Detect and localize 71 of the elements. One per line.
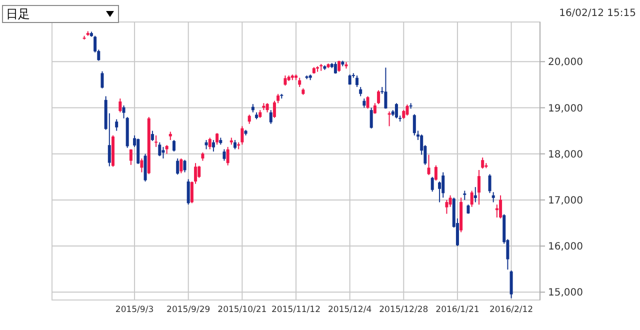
x-tick-label: 2016/2/12 [489, 305, 534, 315]
candlestick [162, 146, 165, 159]
candlestick [377, 90, 380, 105]
y-tick-label: 18,000 [548, 149, 583, 160]
candlestick [222, 148, 226, 162]
candlestick [180, 158, 183, 174]
candlestick [412, 114, 416, 136]
candlestick [445, 199, 448, 214]
candlestick [226, 146, 230, 166]
candlestick [129, 148, 132, 166]
candlestick [510, 270, 513, 299]
x-tick-label: 2016/1/21 [436, 305, 480, 315]
candlestick [434, 164, 438, 182]
candlestick [474, 186, 477, 203]
candlestick [356, 74, 358, 88]
candlestick [186, 178, 190, 206]
text: 16/02/12 15:15 [559, 8, 636, 19]
x-tick-label: 2015/9/29 [166, 305, 210, 315]
candlestick [158, 142, 162, 157]
candlestick [499, 194, 502, 219]
candlestick [118, 98, 122, 113]
candlestick [478, 169, 480, 206]
candlestick [234, 140, 236, 150]
candlestick [240, 126, 244, 146]
y-tick-label: 17,000 [548, 195, 583, 206]
y-tick-label: 19,000 [548, 103, 583, 114]
candlestick [362, 98, 366, 108]
x-tick-label: 2015/10/21 [218, 305, 267, 315]
x-tick-label: 2015/11/12 [272, 305, 320, 315]
candlestick [183, 159, 186, 173]
candlestick [269, 110, 272, 124]
candlestick [100, 70, 104, 89]
candlestick [248, 114, 251, 124]
candlestick [216, 132, 219, 146]
candlestick [338, 60, 341, 72]
candlestick [176, 158, 180, 176]
candlestick [488, 174, 492, 194]
candlestick [172, 140, 176, 152]
y-tick-label: 15,000 [548, 288, 583, 299]
y-tick-label: 20,000 [548, 57, 583, 68]
candlestick [394, 102, 398, 119]
candlestick [266, 102, 269, 113]
candlestick [481, 157, 484, 170]
x-tick-label: 2015/12/28 [379, 305, 428, 315]
candlestick [150, 130, 154, 142]
candlestick [366, 96, 370, 110]
candlestick [208, 137, 212, 150]
candlestick [384, 67, 388, 110]
candlestick [370, 107, 373, 129]
x-tick-label: 2015/12/4 [328, 305, 372, 315]
candlestick [298, 77, 302, 88]
candlestick [463, 190, 466, 200]
candlestick [492, 192, 495, 203]
candlestick [466, 204, 470, 214]
candlestick [430, 176, 434, 192]
candlestick [115, 118, 118, 132]
candlestick [154, 134, 158, 148]
candlestick [284, 74, 287, 86]
candlestick [406, 104, 409, 116]
candlestick [212, 140, 215, 152]
candlestick [427, 154, 430, 176]
x-tick-label: 2015/9/3 [115, 305, 154, 315]
candlestick [470, 190, 474, 208]
candlestick [448, 194, 452, 208]
candlestick [204, 140, 208, 150]
dropdown: 日足 [2, 5, 119, 23]
candlestick [198, 165, 201, 178]
candlestick [140, 158, 144, 173]
candlestick [359, 86, 362, 97]
y-tick-label: 16,000 [548, 242, 583, 253]
candlestick [442, 172, 445, 198]
